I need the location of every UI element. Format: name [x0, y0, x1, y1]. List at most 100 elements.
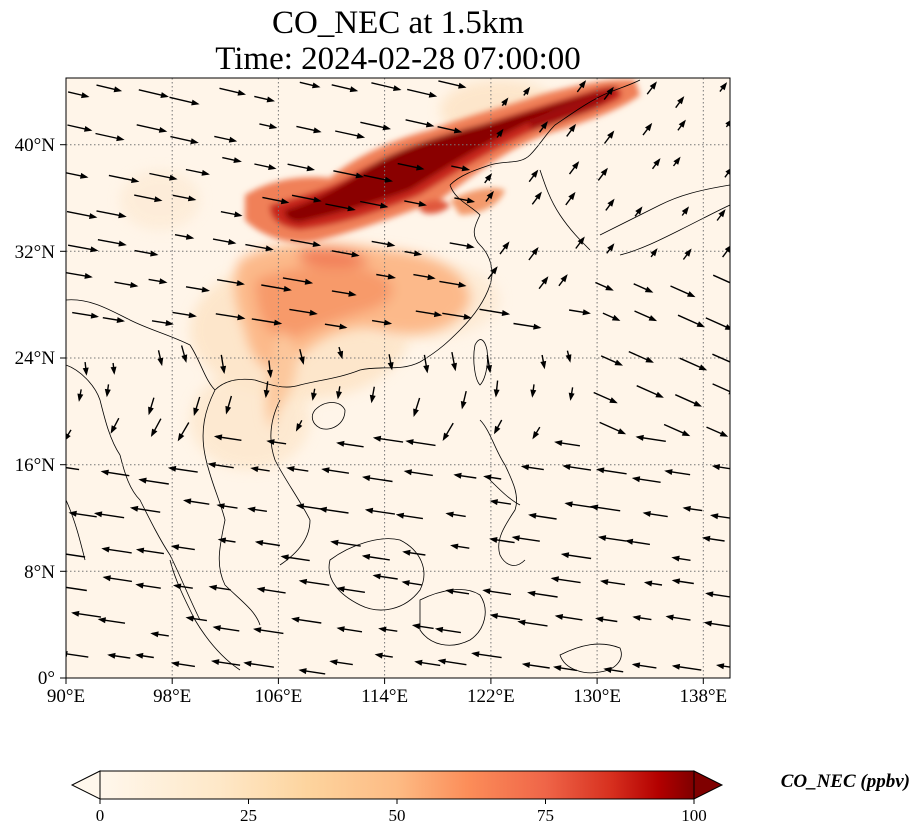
wind-arrow-head	[351, 251, 360, 258]
wind-arrow-head	[540, 121, 548, 130]
wind-arrow-head	[466, 243, 475, 249]
wind-arrow-head	[201, 169, 210, 176]
wind-arrow-head	[185, 615, 194, 622]
wind-arrow-head	[150, 631, 159, 638]
wind-arrow-head	[372, 573, 381, 580]
wind-arrow-head	[648, 315, 658, 322]
wind-arrow-head	[482, 588, 491, 595]
wind-arrow-head	[655, 391, 664, 398]
wind-vectors	[57, 80, 730, 675]
wind-arrow-head	[710, 513, 719, 520]
wind-arrow-head	[382, 124, 391, 131]
wind-arrow-head	[364, 507, 374, 514]
wind-arrow-head	[600, 167, 608, 176]
wind-arrow-head	[107, 652, 116, 659]
wind-arrow-head	[632, 615, 641, 621]
wind-arrow-head	[405, 439, 414, 445]
wind-arrow-head	[644, 286, 654, 293]
wind-arrow-head	[216, 503, 225, 510]
wind-arrow-head	[82, 367, 89, 376]
wind-arrow-head	[617, 428, 627, 435]
lat-tick-label: 32°N	[15, 242, 56, 263]
wind-arrow-head	[89, 213, 98, 219]
wind-arrow-head	[57, 465, 65, 471]
lon-tick-label: 106°E	[255, 686, 303, 707]
wind-arrow-head	[347, 205, 356, 212]
wind-arrow-head	[298, 668, 307, 675]
wind-arrow-head	[313, 196, 322, 203]
wind-arrow-head	[295, 423, 303, 432]
wind-arrow-head	[337, 350, 344, 360]
wind-arrow-head	[427, 274, 436, 281]
wind-arrow-head	[321, 467, 330, 474]
wind-arrow-shaft	[66, 653, 89, 658]
wind-arrow-head	[490, 266, 498, 275]
wind-arrow-head	[138, 477, 147, 484]
wind-arrow-head	[157, 357, 164, 367]
wind-arrow-head	[374, 652, 383, 659]
wind-arrow-shaft	[712, 353, 730, 363]
wind-arrow-head	[496, 128, 504, 137]
wind-arrow-head	[533, 323, 542, 330]
wind-arrow-head	[489, 613, 498, 619]
wind-arrow-head	[116, 317, 125, 323]
wind-arrow-shaft	[66, 586, 87, 592]
wind-arrow-head	[170, 544, 180, 551]
wind-arrow-head	[158, 127, 168, 133]
wind-arrow-head	[597, 535, 607, 541]
wind-arrow-head	[673, 156, 681, 165]
wind-arrow-head	[318, 506, 327, 513]
wind-arrow-head	[167, 465, 177, 472]
wind-arrow-head	[110, 366, 117, 375]
wind-arrow-head	[369, 394, 376, 404]
wind-arrow-head	[183, 498, 192, 505]
wind-arrow-head	[531, 169, 539, 178]
wind-arrow-head	[191, 99, 200, 106]
wind-arrow-head	[643, 580, 653, 587]
wind-arrow-head	[554, 440, 563, 446]
colorbar-tick-label: 100	[681, 806, 707, 825]
wind-arrow-head	[681, 206, 689, 215]
map-frame	[65, 77, 731, 679]
wind-arrow-head	[664, 469, 673, 475]
wind-arrow-head	[386, 241, 396, 248]
wind-arrow-head	[453, 472, 462, 479]
wind-arrow-head	[461, 165, 471, 172]
wind-arrow-head	[311, 392, 317, 401]
wind-arrow-shaft	[712, 383, 730, 393]
wind-arrow-head	[607, 130, 615, 139]
wind-arrow-head	[665, 614, 674, 621]
wind-arrow-head	[313, 127, 322, 134]
map-subtitle-time: Time: 2024-02-28 07:00:00	[215, 41, 581, 77]
wind-arrow-head	[237, 314, 246, 321]
wind-arrow-head	[135, 582, 144, 589]
wind-arrow-head	[154, 196, 163, 203]
wind-arrow-head	[540, 360, 547, 370]
wind-arrow-head	[725, 120, 730, 127]
wind-arrow-head	[135, 547, 145, 554]
wind-arrow-head	[266, 96, 275, 103]
wind-arrow-head	[702, 535, 711, 542]
wind-arrow-head	[150, 428, 158, 437]
wind-arrow-head	[181, 354, 188, 363]
wind-arrow-head	[401, 580, 410, 586]
wind-arrow-head	[247, 506, 256, 513]
wind-arrow-head	[541, 276, 549, 285]
wind-arrow-head	[428, 91, 438, 98]
wind-arrow-head	[118, 240, 127, 247]
lon-tick-label: 114°E	[361, 686, 408, 707]
wind-arrow-head	[501, 97, 509, 106]
wind-arrow-head	[90, 246, 99, 253]
wind-arrow-head	[458, 281, 467, 288]
wind-arrow-head	[97, 617, 106, 624]
wind-arrow-head	[280, 554, 289, 561]
wind-arrow-head	[348, 290, 357, 297]
wind-arrow-head	[416, 164, 425, 171]
wind-arrow-head	[595, 616, 604, 623]
wind-arrow-head	[577, 236, 585, 245]
wind-arrow-head	[220, 365, 227, 374]
wind-arrow-shaft	[66, 553, 86, 558]
wind-arrow-head	[553, 665, 562, 671]
wind-arrow-head	[466, 197, 476, 204]
lon-tick-label: 138°E	[679, 686, 727, 707]
